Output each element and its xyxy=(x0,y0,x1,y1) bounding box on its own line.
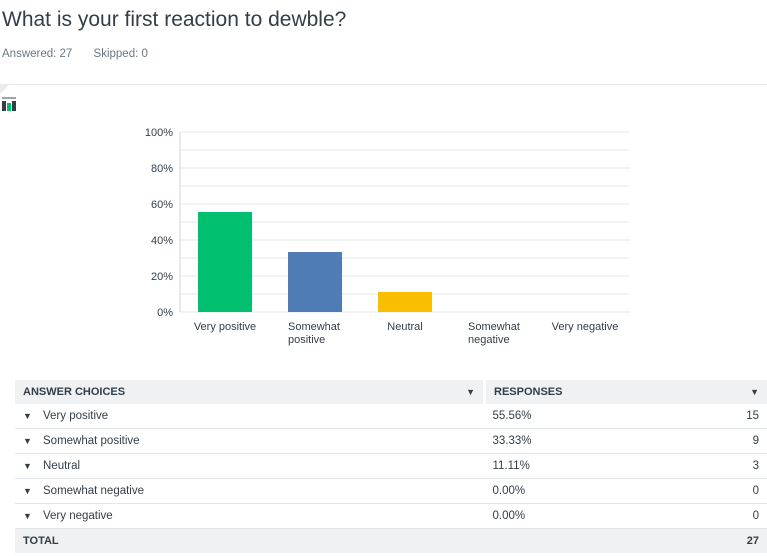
x-tick-label: Very positive xyxy=(194,321,256,333)
x-tick-label: Somewhat negative xyxy=(468,321,520,346)
y-tick-label: 0% xyxy=(157,307,173,319)
y-tick-label: 20% xyxy=(151,271,173,283)
answer-choice-label: Very negative xyxy=(43,510,113,522)
response-percent: 33.33% xyxy=(484,428,731,454)
total-row: TOTAL 27 xyxy=(15,528,767,553)
bar-chart-icon[interactable] xyxy=(2,96,16,112)
y-tick-label: 40% xyxy=(151,235,173,247)
answer-choices-header[interactable]: ANSWER CHOICES ▼ xyxy=(15,380,486,404)
answer-choice-label: Very positive xyxy=(43,410,109,422)
table-row: ▼ Neutral 11.11% 3 xyxy=(15,453,767,479)
answer-choice-label: Somewhat positive xyxy=(43,435,140,447)
table-row: ▼ Somewhat negative 0.00% 0 xyxy=(15,478,767,504)
response-count: 3 xyxy=(730,453,767,479)
response-percent: 55.56% xyxy=(484,404,731,429)
table-row: ▼ Very positive 55.56% 15 xyxy=(15,404,767,429)
response-count: 0 xyxy=(730,478,767,504)
sort-responses-icon[interactable]: ▼ xyxy=(750,387,759,397)
y-tick-label: 60% xyxy=(151,199,173,211)
answer-choice-label: Somewhat negative xyxy=(43,485,145,497)
sort-choices-icon[interactable]: ▼ xyxy=(466,387,475,397)
expand-row-icon[interactable]: ▼ xyxy=(23,511,32,521)
bar-very-positive xyxy=(198,211,252,312)
table-row: ▼ Somewhat positive 33.33% 9 xyxy=(15,428,767,454)
y-tick-label: 80% xyxy=(151,163,173,175)
bar-neutral xyxy=(378,292,432,312)
response-percent: 11.11% xyxy=(484,453,731,479)
answered-count: Answered: 27 xyxy=(2,48,73,60)
responses-label: RESPONSES xyxy=(494,386,563,398)
answer-table: ANSWER CHOICES ▼ RESPONSES ▼ ▼ Very posit… xyxy=(15,380,767,553)
table-header-row: ANSWER CHOICES ▼ RESPONSES ▼ xyxy=(15,380,767,404)
responses-header[interactable]: RESPONSES ▼ xyxy=(484,380,767,404)
x-tick-label: Very negative xyxy=(552,321,619,333)
bar-somewhat-positive xyxy=(288,252,342,312)
response-count: 15 xyxy=(730,404,767,429)
x-tick-label: Neutral xyxy=(387,321,422,333)
expand-row-icon[interactable]: ▼ xyxy=(23,411,32,421)
question-title: What is your first reaction to dewble? xyxy=(2,8,347,31)
response-count: 0 xyxy=(730,503,767,529)
total-label: TOTAL xyxy=(15,528,485,553)
expand-row-icon[interactable]: ▼ xyxy=(23,486,32,496)
expand-row-icon[interactable]: ▼ xyxy=(23,436,32,446)
response-stats: Answered: 27 Skipped: 0 xyxy=(2,48,166,60)
answer-choice-label: Neutral xyxy=(43,460,81,472)
table-row: ▼ Very negative 0.00% 0 xyxy=(15,503,767,529)
response-count: 9 xyxy=(730,428,767,454)
response-percent: 0.00% xyxy=(484,478,731,504)
response-percent: 0.00% xyxy=(484,503,731,529)
y-tick-label: 100% xyxy=(145,127,173,139)
answer-choices-label: ANSWER CHOICES xyxy=(23,386,126,398)
expand-row-icon[interactable]: ▼ xyxy=(23,461,32,471)
total-spacer xyxy=(484,528,731,553)
bar-chart: 0% 20% 40% 60% 80% 100% Very positive Somewhat p… xyxy=(145,127,630,346)
skipped-count: Skipped: 0 xyxy=(93,48,148,60)
section-divider xyxy=(0,84,767,85)
x-tick-label: Somewhat positive xyxy=(288,321,340,346)
total-count: 27 xyxy=(730,528,767,553)
corner-notch xyxy=(0,84,10,94)
